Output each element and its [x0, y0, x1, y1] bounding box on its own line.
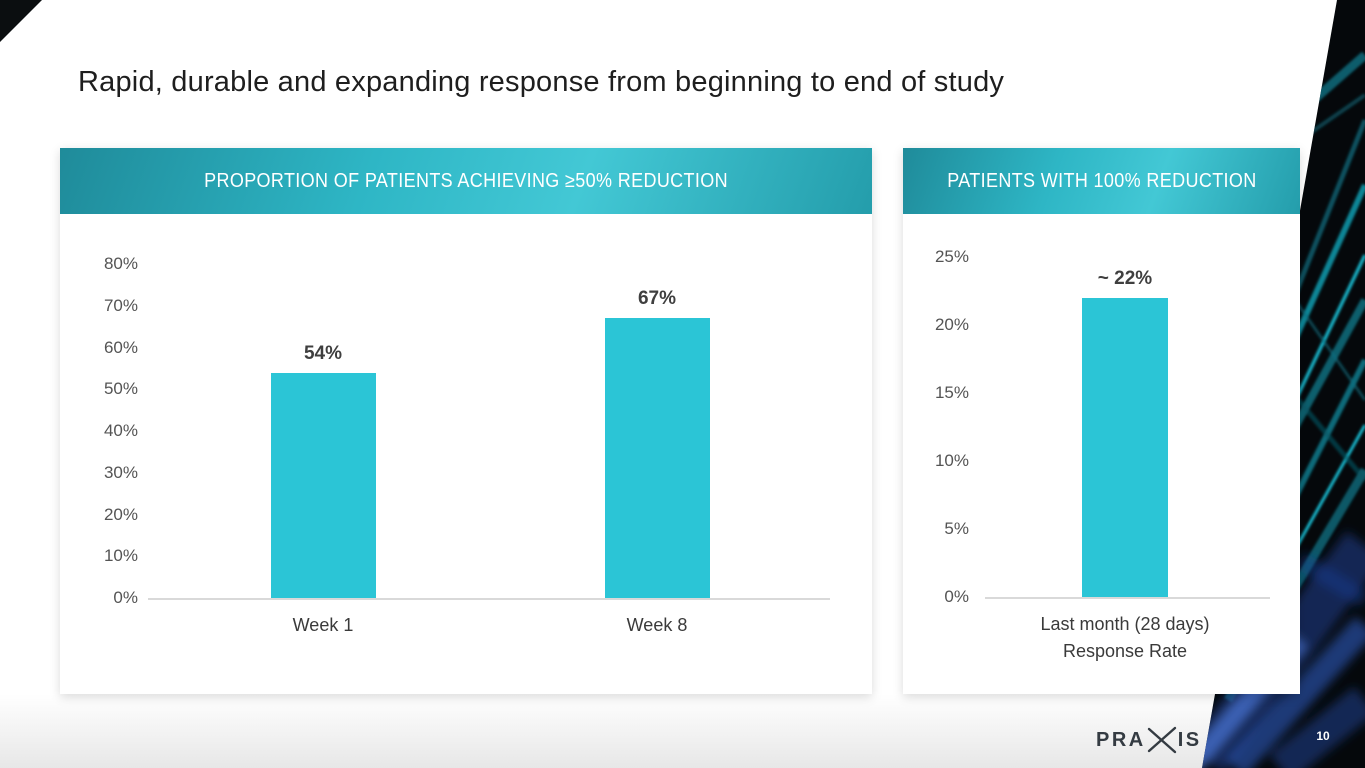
footer-fade — [0, 694, 1365, 768]
y-axis-tick-label: 25% — [934, 247, 969, 266]
chart-card-100pct-reduction: PATIENTS WITH 100% REDUCTION 0% 5% 10% 15% 2… — [903, 148, 1300, 694]
x-axis-line — [985, 597, 1270, 599]
y-axis-tick-label: 20% — [103, 504, 138, 524]
chart-header-50pct: PROPORTION OF PATIENTS ACHIEVING ≥50% RE… — [60, 148, 872, 214]
bar-chart-50pct-reduction: 0% 10% 20% 30% 40% 50% 60% 70% 80% 54% Week 1 67% We… — [60, 148, 872, 694]
page-number: 10 — [1316, 729, 1330, 743]
y-axis-tick-label: 70% — [103, 295, 138, 315]
praxis-x-icon — [1147, 726, 1176, 754]
y-axis-tick-label: 0% — [944, 587, 969, 606]
y-axis-tick-label: 60% — [103, 337, 138, 357]
bar-week-1 — [270, 372, 376, 598]
category-label: Week 8 — [626, 615, 688, 635]
chart-header-100pct: PATIENTS WITH 100% REDUCTION — [903, 148, 1300, 214]
chart-title-50pct: PROPORTION OF PATIENTS ACHIEVING ≥50% RE… — [204, 169, 728, 192]
y-axis-tick-label: 40% — [103, 421, 138, 440]
bar-week-8 — [604, 318, 710, 598]
y-axis-tick-label: 5% — [944, 519, 969, 538]
bar-value-label: 54% — [303, 342, 343, 364]
chart-card-50pct-reduction: PROPORTION OF PATIENTS ACHIEVING ≥50% RE… — [60, 148, 872, 694]
y-axis-tick-label: 0% — [113, 588, 138, 607]
praxis-wordmark-right: IS — [1177, 729, 1202, 751]
praxis-wordmark-left: PRA — [1096, 729, 1146, 751]
y-axis-tick-label: 10% — [934, 451, 969, 470]
y-axis-tick-label: 50% — [103, 379, 138, 399]
praxis-logo: PRA IS — [1096, 724, 1202, 756]
bar-value-label: ~ 22% — [1097, 267, 1153, 289]
slide-title: Rapid, durable and expanding response fr… — [78, 66, 1005, 98]
y-axis-tick-label: 30% — [103, 462, 138, 482]
bar-last-month-28-days- — [1082, 297, 1168, 597]
y-axis-tick-label: 20% — [934, 315, 969, 334]
y-axis-tick-label: 80% — [103, 254, 138, 273]
bar-value-label: 67% — [637, 288, 677, 310]
y-axis-tick-label: 10% — [103, 546, 138, 566]
category-label: Last month (28 days) Response Rate — [1040, 614, 1210, 661]
category-label: Week 1 — [292, 615, 354, 635]
y-axis-tick-label: 15% — [934, 383, 969, 402]
chart-title-100pct: PATIENTS WITH 100% REDUCTION — [946, 169, 1257, 192]
bar-chart-100pct-reduction: 0% 5% 10% 15% 20% 25% ~ 22% Last month (28 days… — [903, 148, 1300, 694]
x-axis-line — [148, 598, 830, 600]
